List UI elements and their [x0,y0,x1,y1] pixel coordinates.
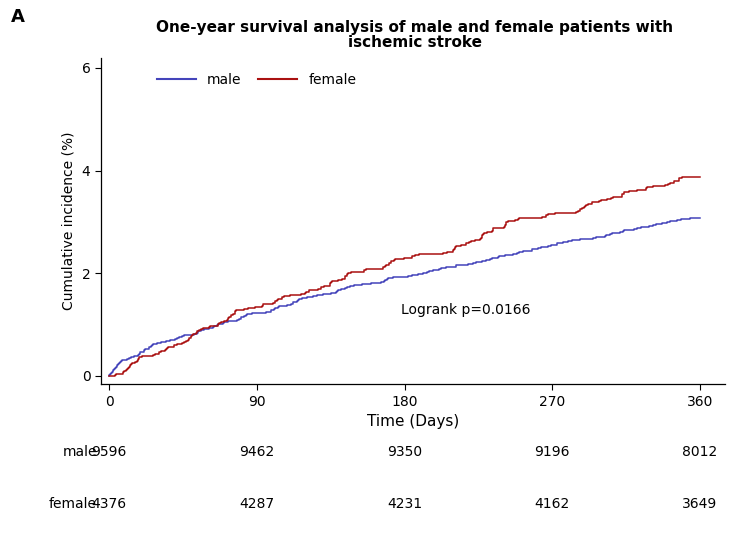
Text: ischemic stroke: ischemic stroke [347,35,482,50]
Text: 3649: 3649 [682,497,718,511]
Text: male: male [63,445,97,459]
Legend: male, female: male, female [152,68,362,93]
Text: 4231: 4231 [387,497,422,511]
Text: 8012: 8012 [682,445,718,459]
Text: A: A [11,8,25,26]
Text: Logrank p=0.0166: Logrank p=0.0166 [401,303,530,317]
Text: 9196: 9196 [535,445,570,459]
Text: female: female [49,497,97,511]
Text: 9462: 9462 [239,445,274,459]
Text: 9350: 9350 [387,445,422,459]
Text: 4376: 4376 [91,497,126,511]
Text: 4162: 4162 [535,497,570,511]
Text: One-year survival analysis of male and female patients with: One-year survival analysis of male and f… [156,20,673,35]
Text: 9596: 9596 [91,445,127,459]
X-axis label: Time (Days): Time (Days) [367,414,459,429]
Text: 4287: 4287 [239,497,274,511]
Y-axis label: Cumulative incidence (%): Cumulative incidence (%) [62,132,76,310]
